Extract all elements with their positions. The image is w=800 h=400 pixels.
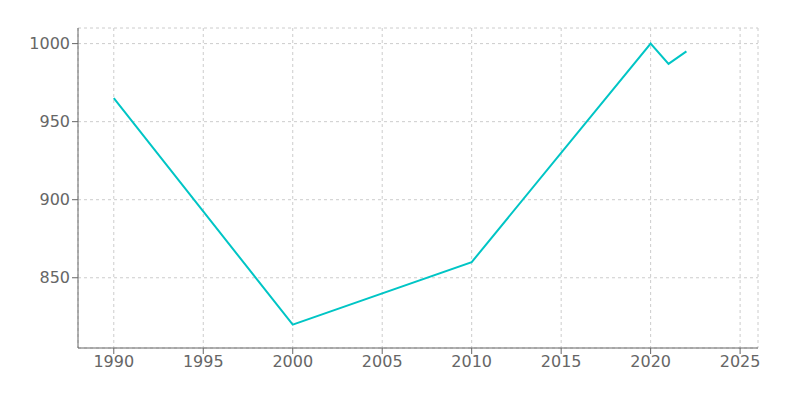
svg-text:2025: 2025 bbox=[720, 352, 761, 371]
svg-text:2010: 2010 bbox=[451, 352, 492, 371]
svg-text:2000: 2000 bbox=[272, 352, 313, 371]
svg-text:850: 850 bbox=[39, 268, 70, 287]
svg-text:1990: 1990 bbox=[93, 352, 134, 371]
svg-text:2005: 2005 bbox=[362, 352, 403, 371]
svg-text:900: 900 bbox=[39, 190, 70, 209]
svg-text:1000: 1000 bbox=[29, 34, 70, 53]
svg-text:2015: 2015 bbox=[541, 352, 582, 371]
svg-text:2020: 2020 bbox=[630, 352, 671, 371]
svg-text:950: 950 bbox=[39, 112, 70, 131]
svg-text:1995: 1995 bbox=[183, 352, 224, 371]
